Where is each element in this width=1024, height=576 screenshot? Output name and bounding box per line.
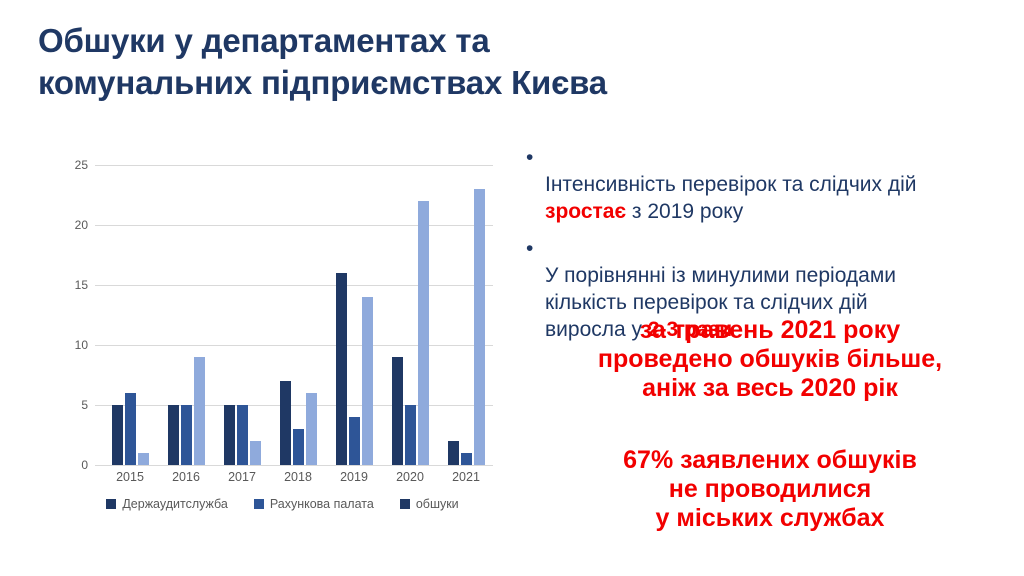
y-axis-tick-label: 5 bbox=[81, 398, 88, 412]
bullet-text: з 2019 року bbox=[626, 200, 744, 223]
y-axis-tick-label: 0 bbox=[81, 458, 88, 472]
y-axis-tick-label: 15 bbox=[74, 278, 88, 292]
bullet-list: • Інтенсивність перевірок та слідчих дій … bbox=[524, 144, 1016, 353]
gridline-y25 bbox=[95, 165, 493, 166]
bar-2020-series1 bbox=[391, 357, 403, 465]
bar-2019-series1 bbox=[335, 273, 347, 465]
gridline-y20 bbox=[95, 225, 493, 226]
callout-67-percent: 67% заявлених обшуків не проводилися у м… bbox=[623, 446, 917, 532]
x-axis-tick-label: 2019 bbox=[340, 470, 368, 484]
bar-2016-series3 bbox=[193, 357, 205, 465]
bullet-item-growth: • Інтенсивність перевірок та слідчих дій … bbox=[524, 144, 1016, 225]
bullet-highlight: зростає bbox=[545, 200, 627, 223]
bar-2017-series3 bbox=[249, 441, 261, 465]
bar-2015-series1 bbox=[111, 405, 123, 465]
bar-2015-series2 bbox=[124, 393, 136, 465]
legend-item-2: Рахункова палата bbox=[253, 497, 374, 511]
bar-2016-series1 bbox=[167, 405, 179, 465]
bullet-item-comparison: • У порівнянні із минулими періодами кіль… bbox=[524, 235, 1016, 343]
legend-label: Рахункова палата bbox=[269, 497, 374, 511]
gridline-y15 bbox=[95, 285, 493, 286]
bar-2017-series1 bbox=[223, 405, 235, 465]
legend-item-3: обшуки bbox=[399, 497, 459, 511]
bar-2015-series3 bbox=[137, 453, 149, 465]
legend-label: Держаудитслужба bbox=[122, 497, 228, 511]
gridline-y0 bbox=[95, 465, 493, 466]
legend-swatch-icon bbox=[253, 499, 264, 509]
x-axis-tick-label: 2021 bbox=[452, 470, 480, 484]
callout-may-2021: за травень 2021 року проведено обшуків б… bbox=[597, 316, 943, 402]
x-axis-tick-label: 2017 bbox=[228, 470, 256, 484]
x-axis-tick-label: 2020 bbox=[396, 470, 424, 484]
bar-2021-series3 bbox=[473, 189, 485, 465]
bar-2020-series2 bbox=[404, 405, 416, 465]
chart-legend: Держаудитслужба Рахункова палата обшуки bbox=[60, 497, 505, 511]
x-axis-tick-label: 2016 bbox=[172, 470, 200, 484]
bar-2016-series2 bbox=[180, 405, 192, 465]
bar-2020-series3 bbox=[417, 201, 429, 465]
x-axis-tick-label: 2018 bbox=[284, 470, 312, 484]
y-axis-tick-label: 25 bbox=[74, 158, 88, 172]
bar-2017-series2 bbox=[236, 405, 248, 465]
bullet-text: Інтенсивність перевірок та слідчих дій bbox=[545, 173, 917, 196]
bullet-marker: • bbox=[526, 146, 534, 169]
bar-2019-series2 bbox=[348, 417, 360, 465]
legend-label: обшуки bbox=[415, 497, 459, 511]
bar-2021-series2 bbox=[460, 453, 472, 465]
bar-2018-series2 bbox=[292, 429, 304, 465]
legend-swatch-icon bbox=[106, 499, 117, 509]
y-axis-tick-label: 10 bbox=[74, 338, 88, 352]
gridline-y10 bbox=[95, 345, 493, 346]
legend-swatch-icon bbox=[399, 499, 410, 509]
bar-2018-series3 bbox=[305, 393, 317, 465]
bullet-highlight: 2-3 рази bbox=[647, 318, 733, 341]
bullet-marker: • bbox=[526, 237, 534, 260]
x-axis-tick-label: 2015 bbox=[116, 470, 144, 484]
bullet-text: У порівнянні із минулими періодами кільк… bbox=[545, 264, 897, 341]
gridline-y5 bbox=[95, 405, 493, 406]
legend-item-1: Держаудитслужба bbox=[106, 497, 228, 511]
y-axis-tick-label: 20 bbox=[74, 218, 88, 232]
bar-2018-series1 bbox=[279, 381, 291, 465]
bar-chart: 0 5 10 15 20 25 2015 2016 2017 2018 2019 2020 2021 Д… bbox=[60, 150, 505, 530]
bar-2019-series3 bbox=[361, 297, 373, 465]
slide-title: Обшуки у департаментах та комунальних пі… bbox=[38, 22, 607, 101]
bar-2021-series1 bbox=[447, 441, 459, 465]
